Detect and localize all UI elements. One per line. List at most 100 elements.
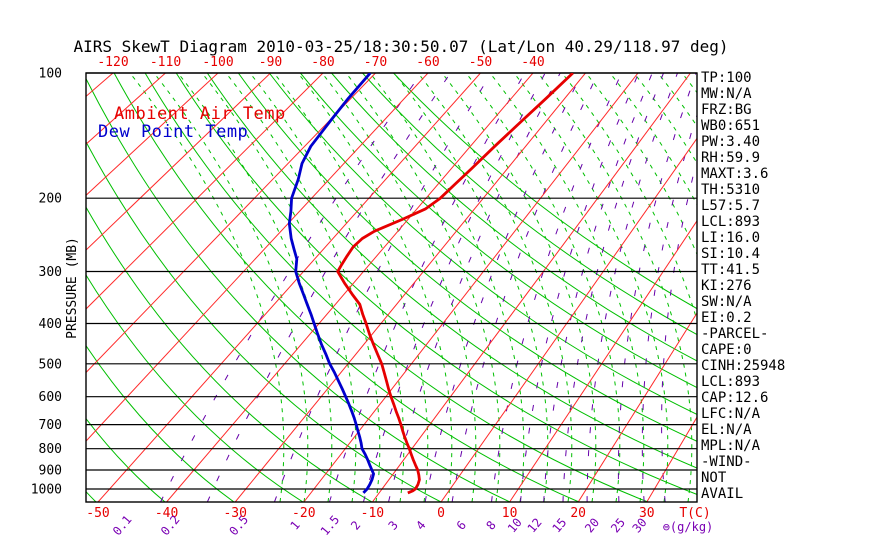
stat-item: PW:3.40 <box>701 134 760 150</box>
stat-item: EL:N/A <box>701 422 752 438</box>
stat-item: TT:41.5 <box>701 262 760 278</box>
pressure-gridlines <box>86 72 697 490</box>
bottom-temp-tick: -20 <box>292 506 315 521</box>
stat-item: LI:16.0 <box>701 230 760 246</box>
isotherm <box>303 73 639 502</box>
stat-item: CAP:12.6 <box>701 390 768 406</box>
stat-item: SW:N/A <box>701 294 752 310</box>
pressure-tick-labels: 100 200 300 400 500 600 700 800 900 1000 <box>31 67 62 498</box>
moist-adiabat <box>802 73 870 502</box>
moist-adiabat <box>297 73 453 502</box>
mixing-ratio-tick: 1.5 <box>318 513 343 539</box>
isotherm-lines <box>86 73 697 502</box>
mixing-ratio-labels: 0.1 0.2 0.5 1 1.5 2 3 4 6 8 10 12 15 20 25 30 <box>110 513 650 539</box>
moist-adiabat <box>393 73 549 502</box>
mixing-ratio-line <box>451 73 599 502</box>
isotherm <box>440 137 697 502</box>
stat-item: -PARCEL- <box>701 326 768 342</box>
dry-adiabat <box>86 417 166 502</box>
moist-adiabat <box>754 73 870 502</box>
isotherm <box>577 312 697 502</box>
pressure-axis-label: PRESSURE (MB) <box>65 237 80 339</box>
stat-item: AVAIL <box>701 486 743 502</box>
stat-item: LCL:893 <box>701 374 760 390</box>
moist-adiabat <box>465 73 621 502</box>
pressure-tick: 500 <box>39 357 62 372</box>
isotherm <box>86 73 324 310</box>
mixing-ratio-tick: 8 <box>483 518 498 533</box>
moist-adiabat <box>321 73 477 502</box>
isotherm <box>371 73 691 502</box>
mixing-ratio-line <box>273 73 492 502</box>
bottom-temp-tick: 20 <box>570 506 586 521</box>
moist-adiabat <box>826 73 870 502</box>
moist-adiabat-lines <box>129 73 870 502</box>
profile-curves <box>287 73 574 495</box>
pressure-tick: 800 <box>39 442 62 457</box>
top-temp-tick: -50 <box>469 55 492 70</box>
dew-point-curve <box>287 73 376 494</box>
dry-adiabat <box>237 73 697 442</box>
dry-adiabat <box>113 73 580 502</box>
stat-item: KI:276 <box>701 278 752 294</box>
pressure-tick: 700 <box>39 418 62 433</box>
bottom-temp-tick: -10 <box>361 506 384 521</box>
dry-adiabat <box>331 73 697 362</box>
pressure-tick: 1000 <box>31 483 62 498</box>
dry-adiabat <box>86 77 511 502</box>
moist-adiabat <box>778 73 870 502</box>
moist-adiabat <box>345 73 501 502</box>
dry-adiabat <box>86 274 304 502</box>
dry-adiabat <box>86 206 373 502</box>
stat-item: NOT <box>701 470 727 486</box>
top-temp-tick: -70 <box>364 55 387 70</box>
mixing-ratio-tick: 25 <box>608 515 628 535</box>
legend-dew-point-temp: Dew Point Temp <box>98 122 248 142</box>
stat-item: RH:59.9 <box>701 150 760 166</box>
dry-adiabat <box>86 140 442 502</box>
stat-item: LCL:893 <box>701 214 760 230</box>
dry-adiabat <box>300 73 697 389</box>
bottom-temp-tick-labels: -50 -40 -30 -20 -10 0 10 20 30 <box>86 506 654 521</box>
ambient-temp-curve <box>336 73 574 495</box>
moist-adiabat <box>129 73 285 502</box>
top-temp-tick: -90 <box>259 55 282 70</box>
top-temp-tick: -40 <box>521 55 544 70</box>
bottom-temp-tick: -40 <box>155 506 178 521</box>
stat-item: TH:5310 <box>701 182 760 198</box>
mixing-ratio-tick: 3 <box>386 518 401 533</box>
mixing-ratio-line <box>520 73 640 502</box>
isotherm <box>86 73 219 196</box>
top-temp-tick: -80 <box>311 55 334 70</box>
isotherm <box>97 73 481 502</box>
pressure-tick: 900 <box>39 464 62 479</box>
sounding-stats-list: TP:100MW:N/AFRZ:BGWB0:651PW:3.40RH:59.9M… <box>701 70 785 502</box>
moist-adiabat <box>177 73 333 502</box>
temp-axis-unit-label: T(C) <box>679 506 710 521</box>
mixing-ratio-tick: 12 <box>525 515 545 535</box>
pressure-tick: 400 <box>39 317 62 332</box>
dry-adiabat <box>175 73 697 495</box>
stat-item: -WIND- <box>701 454 752 470</box>
isotherm <box>86 73 429 442</box>
moist-adiabat <box>153 73 309 502</box>
stat-item: WB0:651 <box>701 118 760 134</box>
mixing-ratio-tick: 0.1 <box>110 513 135 539</box>
stat-item: MW:N/A <box>701 86 752 102</box>
mixing-ratio-lines <box>160 73 697 502</box>
isotherm <box>509 219 697 502</box>
stat-item: EI:0.2 <box>701 310 752 326</box>
stat-item: L57:5.7 <box>701 198 760 214</box>
top-temp-tick-labels: -120 -110 -100 -90 -80 -70 -60 -50 -40 <box>97 55 544 70</box>
stat-item: MPL:N/A <box>701 438 761 454</box>
top-temp-tick: -60 <box>416 55 439 70</box>
dry-adiabat <box>144 73 649 502</box>
mixing-ratio-line <box>491 73 622 502</box>
mixing-ratio-line <box>328 73 526 502</box>
dry-adiabat-lines <box>86 73 697 502</box>
moist-adiabat <box>537 73 693 502</box>
pressure-tick: 300 <box>39 265 62 280</box>
mixing-ratio-line <box>388 73 561 502</box>
